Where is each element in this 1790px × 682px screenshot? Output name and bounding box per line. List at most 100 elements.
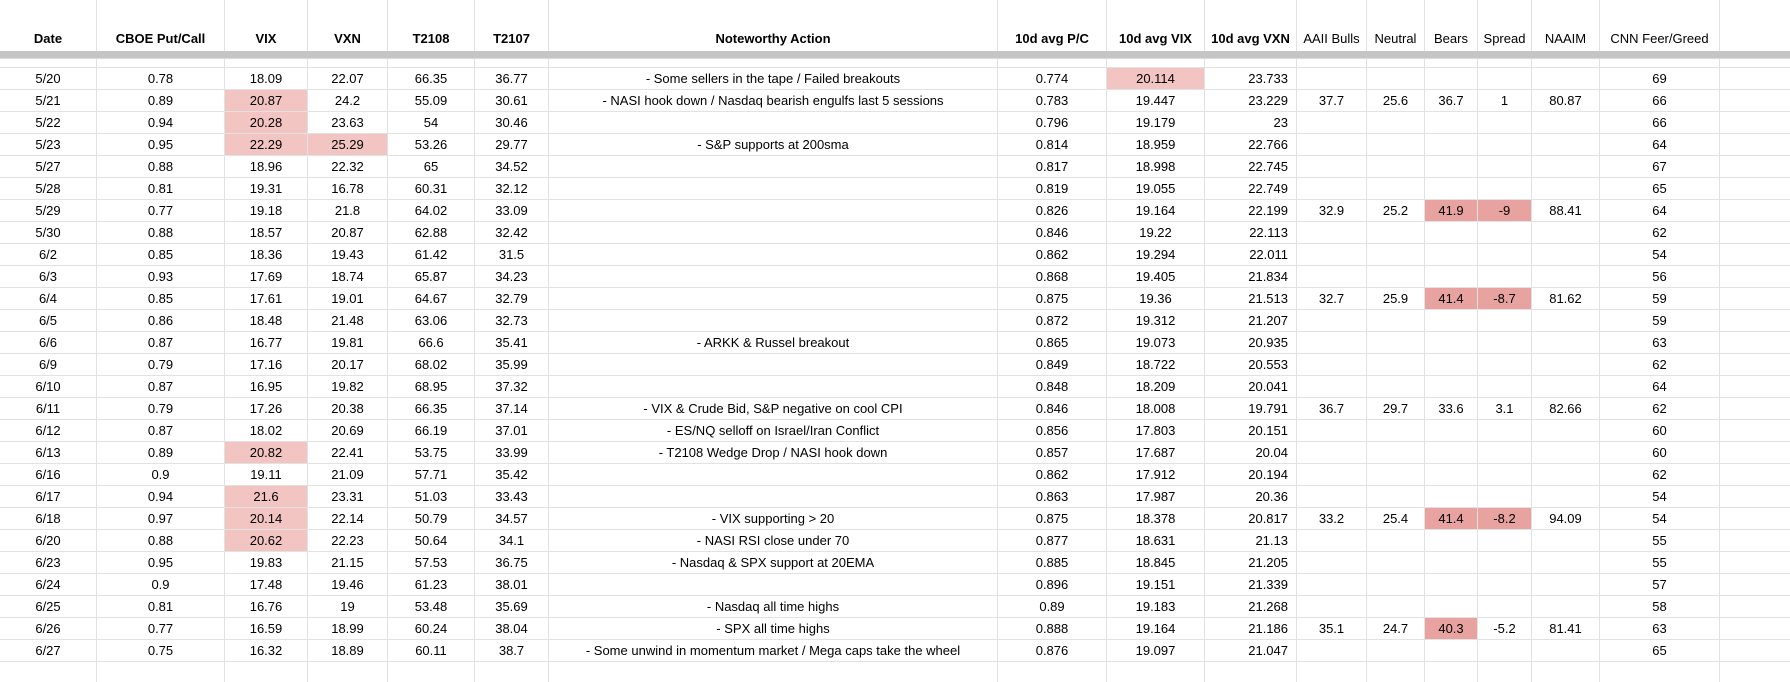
cell-avg_pc[interactable]: 0.896 bbox=[998, 574, 1107, 596]
cell-t2108[interactable]: 68.95 bbox=[388, 376, 475, 398]
cell-t2108[interactable]: 53.26 bbox=[388, 134, 475, 156]
cell-t2107[interactable]: 38.01 bbox=[475, 574, 549, 596]
cell-t2107[interactable]: 35.99 bbox=[475, 354, 549, 376]
cell-t2108[interactable]: 61.42 bbox=[388, 244, 475, 266]
cell-neutral[interactable] bbox=[1367, 332, 1425, 354]
cell-cnn[interactable]: 64 bbox=[1600, 376, 1720, 398]
cell-aaii_bulls[interactable] bbox=[1297, 310, 1367, 332]
cell-t2108[interactable]: 66.35 bbox=[388, 398, 475, 420]
cell-t2107[interactable]: 36.75 bbox=[475, 552, 549, 574]
cell-vxn[interactable]: 22.23 bbox=[308, 530, 388, 552]
cell-aaii_bulls[interactable]: 35.1 bbox=[1297, 618, 1367, 640]
cell-neutral[interactable]: 29.7 bbox=[1367, 398, 1425, 420]
cell-t2107[interactable]: 32.42 bbox=[475, 222, 549, 244]
cell-t2108[interactable]: 53.75 bbox=[388, 442, 475, 464]
cell-aaii_bulls[interactable] bbox=[1297, 530, 1367, 552]
cell-naaim[interactable] bbox=[1532, 420, 1600, 442]
cell-action[interactable]: - Some unwind in momentum market / Mega … bbox=[549, 640, 998, 662]
cell-bears[interactable]: 41.4 bbox=[1425, 288, 1478, 310]
cell-cnn[interactable]: 54 bbox=[1600, 508, 1720, 530]
cell-date[interactable]: 5/22 bbox=[0, 112, 97, 134]
cell-avg_pc[interactable]: 0.817 bbox=[998, 156, 1107, 178]
cell-aaii_bulls[interactable]: 32.9 bbox=[1297, 200, 1367, 222]
cell-put_call[interactable]: 0.81 bbox=[97, 596, 225, 618]
cell-bears[interactable] bbox=[1425, 244, 1478, 266]
cell-action[interactable]: - ARKK & Russel breakout bbox=[549, 332, 998, 354]
cell-vxn[interactable]: 21.8 bbox=[308, 200, 388, 222]
cell-naaim[interactable] bbox=[1532, 552, 1600, 574]
cell-aaii_bulls[interactable] bbox=[1297, 464, 1367, 486]
cell-bears[interactable] bbox=[1425, 68, 1478, 90]
cell-spread[interactable] bbox=[1478, 156, 1532, 178]
cell-avg_vix[interactable]: 19.312 bbox=[1107, 310, 1205, 332]
cell-action[interactable] bbox=[549, 156, 998, 178]
cell-date[interactable]: 6/5 bbox=[0, 310, 97, 332]
cell-t2108[interactable]: 62.88 bbox=[388, 222, 475, 244]
cell-avg_pc[interactable]: 0.846 bbox=[998, 398, 1107, 420]
cell-aaii_bulls[interactable] bbox=[1297, 178, 1367, 200]
column-header-bears[interactable]: Bears bbox=[1425, 0, 1478, 51]
cell-vix[interactable]: 20.62 bbox=[225, 530, 308, 552]
cell-aaii_bulls[interactable]: 32.7 bbox=[1297, 288, 1367, 310]
cell-vxn[interactable]: 21.48 bbox=[308, 310, 388, 332]
cell-neutral[interactable] bbox=[1367, 112, 1425, 134]
cell-date[interactable]: 6/3 bbox=[0, 266, 97, 288]
cell-avg_pc[interactable]: 0.885 bbox=[998, 552, 1107, 574]
cell-aaii_bulls[interactable]: 33.2 bbox=[1297, 508, 1367, 530]
cell-cnn[interactable]: 62 bbox=[1600, 398, 1720, 420]
cell-neutral[interactable] bbox=[1367, 552, 1425, 574]
cell-naaim[interactable]: 81.41 bbox=[1532, 618, 1600, 640]
cell-aaii_bulls[interactable] bbox=[1297, 222, 1367, 244]
cell-vix[interactable]: 19.83 bbox=[225, 552, 308, 574]
cell-avg_vxn[interactable]: 21.339 bbox=[1205, 574, 1297, 596]
cell-action[interactable] bbox=[549, 354, 998, 376]
cell-bears[interactable] bbox=[1425, 222, 1478, 244]
cell-vxn[interactable]: 22.41 bbox=[308, 442, 388, 464]
cell-avg_vix[interactable]: 19.405 bbox=[1107, 266, 1205, 288]
cell-vxn[interactable]: 19.81 bbox=[308, 332, 388, 354]
cell-vxn[interactable]: 18.89 bbox=[308, 640, 388, 662]
cell-vxn[interactable]: 19.43 bbox=[308, 244, 388, 266]
cell-neutral[interactable] bbox=[1367, 420, 1425, 442]
cell-t2108[interactable]: 57.71 bbox=[388, 464, 475, 486]
cell-date[interactable]: 6/4 bbox=[0, 288, 97, 310]
cell-put_call[interactable]: 0.87 bbox=[97, 332, 225, 354]
cell-vix[interactable]: 17.16 bbox=[225, 354, 308, 376]
cell-neutral[interactable] bbox=[1367, 266, 1425, 288]
column-header-spread[interactable]: Spread bbox=[1478, 0, 1532, 51]
cell-spread[interactable] bbox=[1478, 332, 1532, 354]
cell-avg_vxn[interactable]: 20.04 bbox=[1205, 442, 1297, 464]
cell-naaim[interactable] bbox=[1532, 112, 1600, 134]
cell-bears[interactable]: 41.9 bbox=[1425, 200, 1478, 222]
cell-avg_vxn[interactable]: 22.749 bbox=[1205, 178, 1297, 200]
cell-cnn[interactable]: 57 bbox=[1600, 574, 1720, 596]
cell-avg_vxn[interactable]: 20.36 bbox=[1205, 486, 1297, 508]
cell-action[interactable] bbox=[549, 486, 998, 508]
cell-spread[interactable] bbox=[1478, 222, 1532, 244]
cell-avg_vxn[interactable]: 22.745 bbox=[1205, 156, 1297, 178]
cell-put_call[interactable]: 0.9 bbox=[97, 574, 225, 596]
cell-t2108[interactable]: 50.79 bbox=[388, 508, 475, 530]
cell-action[interactable]: - NASI hook down / Nasdaq bearish engulf… bbox=[549, 90, 998, 112]
cell-t2108[interactable]: 65 bbox=[388, 156, 475, 178]
cell-t2107[interactable]: 34.1 bbox=[475, 530, 549, 552]
cell-t2108[interactable]: 57.53 bbox=[388, 552, 475, 574]
cell-bears[interactable]: 40.3 bbox=[1425, 618, 1478, 640]
cell-bears[interactable] bbox=[1425, 640, 1478, 662]
cell-vix[interactable]: 17.48 bbox=[225, 574, 308, 596]
cell-neutral[interactable] bbox=[1367, 574, 1425, 596]
cell-t2108[interactable]: 60.11 bbox=[388, 640, 475, 662]
cell-naaim[interactable] bbox=[1532, 134, 1600, 156]
cell-action[interactable] bbox=[549, 222, 998, 244]
cell-vxn[interactable]: 19.46 bbox=[308, 574, 388, 596]
cell-cnn[interactable]: 63 bbox=[1600, 618, 1720, 640]
cell-t2108[interactable]: 53.48 bbox=[388, 596, 475, 618]
cell-put_call[interactable]: 0.88 bbox=[97, 530, 225, 552]
cell-vix[interactable]: 18.96 bbox=[225, 156, 308, 178]
cell-cnn[interactable]: 69 bbox=[1600, 68, 1720, 90]
cell-date[interactable]: 5/30 bbox=[0, 222, 97, 244]
cell-aaii_bulls[interactable] bbox=[1297, 486, 1367, 508]
cell-aaii_bulls[interactable] bbox=[1297, 596, 1367, 618]
cell-avg_vix[interactable]: 19.097 bbox=[1107, 640, 1205, 662]
cell-naaim[interactable] bbox=[1532, 354, 1600, 376]
